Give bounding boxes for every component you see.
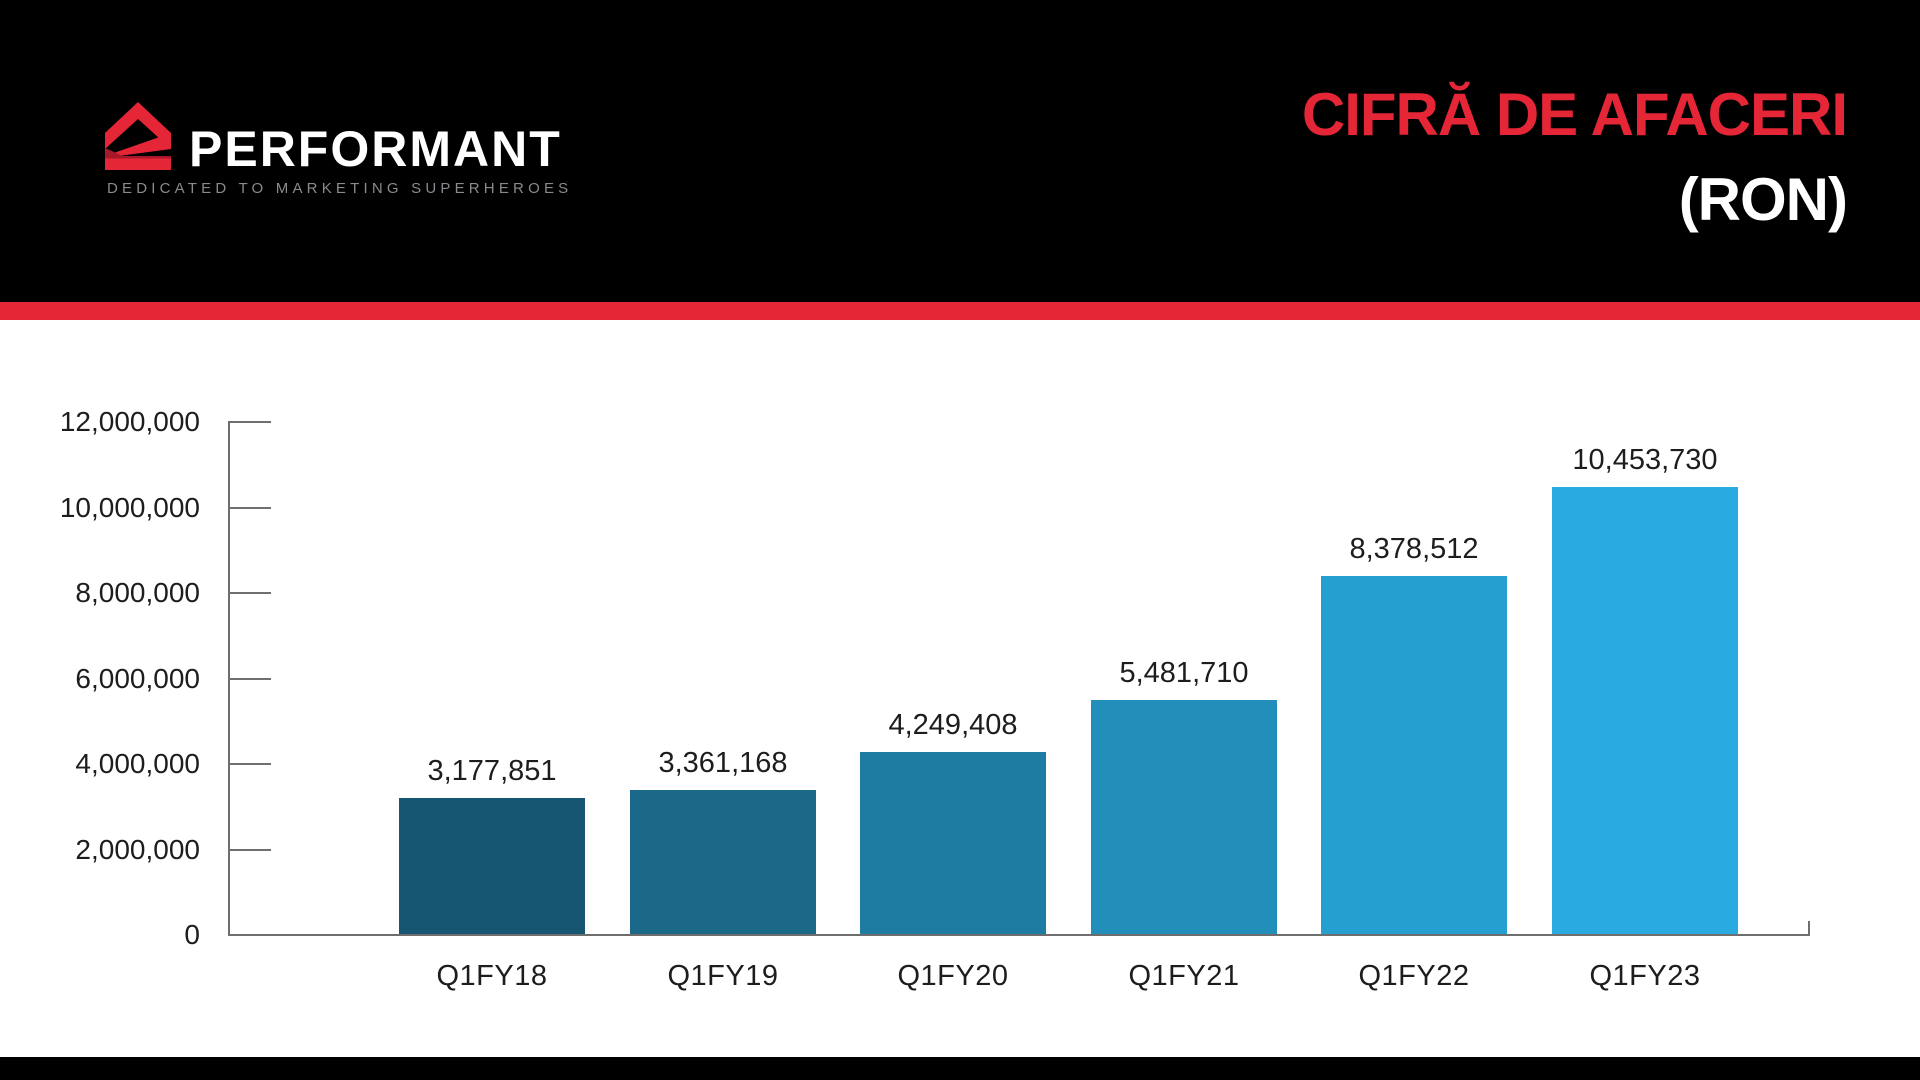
performant-2-logo-icon xyxy=(105,102,171,170)
x-axis-end-tick xyxy=(1808,921,1810,936)
x-axis-label: Q1FY23 xyxy=(1589,960,1701,992)
bar-Q1FY21 xyxy=(1091,700,1277,934)
bar-value-label: 8,378,512 xyxy=(1349,533,1479,565)
x-axis-label: Q1FY22 xyxy=(1358,960,1470,992)
bar-value-label: 3,177,851 xyxy=(427,755,557,787)
slide-title-line1: CIFRĂ DE AFACERI xyxy=(1301,81,1848,148)
bar-value-label: 10,453,730 xyxy=(1572,444,1718,476)
x-axis-line xyxy=(228,934,1810,936)
bar-value-label: 5,481,710 xyxy=(1119,657,1249,689)
slide-title: CIFRĂ DE AFACERI (RON) xyxy=(1301,72,1848,242)
y-axis-tick xyxy=(228,507,271,509)
y-axis-label: 8,000,000 xyxy=(75,577,200,608)
bar-Q1FY20 xyxy=(860,752,1046,934)
y-axis-label: 4,000,000 xyxy=(75,748,200,779)
y-axis-tick xyxy=(228,849,271,851)
bar-Q1FY19 xyxy=(630,790,816,934)
footer-band xyxy=(0,1057,1920,1080)
y-axis-label: 12,000,000 xyxy=(59,406,200,437)
x-axis-label: Q1FY18 xyxy=(436,960,548,992)
x-axis-label: Q1FY21 xyxy=(1128,960,1240,992)
header-band: PERFORMANT DEDICATED TO MARKETING SUPERH… xyxy=(0,0,1920,302)
bar-value-label: 3,361,168 xyxy=(658,747,788,779)
slide-title-line2: (RON) xyxy=(1678,166,1848,234)
bar-value-label: 4,249,408 xyxy=(888,709,1018,741)
bar-Q1FY23 xyxy=(1552,487,1738,934)
y-axis-tick xyxy=(228,678,271,680)
y-axis-tick xyxy=(228,763,271,765)
bar-Q1FY22 xyxy=(1321,576,1507,934)
y-axis-label: 2,000,000 xyxy=(75,834,200,865)
y-axis-tick xyxy=(228,421,271,423)
y-axis-tick xyxy=(228,592,271,594)
x-axis-label: Q1FY20 xyxy=(897,960,1009,992)
brand-tagline: DEDICATED TO MARKETING SUPERHEROES xyxy=(107,180,573,197)
brand-name: PERFORMANT xyxy=(189,121,562,177)
y-axis-label: 10,000,000 xyxy=(59,492,200,523)
y-axis-label: 0 xyxy=(184,919,200,950)
y-axis-label: 6,000,000 xyxy=(75,663,200,694)
red-divider-stripe xyxy=(0,302,1920,320)
x-axis-label: Q1FY19 xyxy=(667,960,779,992)
revenue-bar-chart: 12,000,000 10,000,000 8,000,000 6,000,000 4,… xyxy=(0,320,1920,1057)
bar-Q1FY18 xyxy=(399,798,585,934)
